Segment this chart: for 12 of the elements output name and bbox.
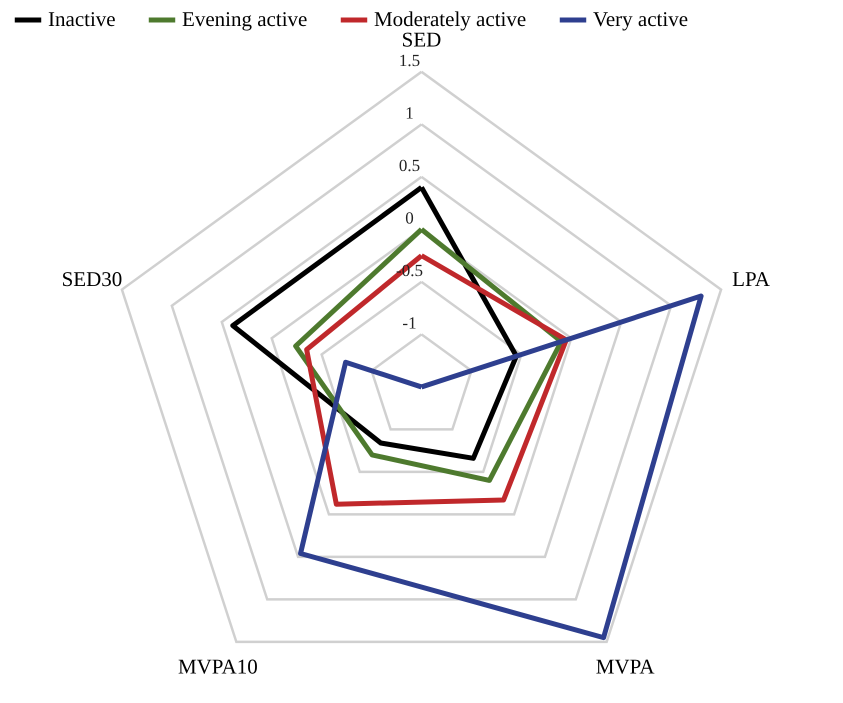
legend-label: Inactive bbox=[48, 7, 116, 31]
spoke-label: SED30 bbox=[62, 266, 122, 291]
y-tick-label: -1 bbox=[402, 313, 417, 332]
y-tick-label: 1.5 bbox=[398, 50, 420, 70]
spoke-label: MVPA10 bbox=[178, 654, 258, 678]
spoke-label: LPA bbox=[732, 266, 771, 291]
legend-label: Very active bbox=[593, 7, 688, 31]
y-tick-label: 1 bbox=[405, 103, 414, 122]
y-tick-label: 0.5 bbox=[398, 156, 420, 175]
spoke-label: MVPA bbox=[596, 654, 656, 678]
y-tick-label: 0 bbox=[405, 208, 414, 228]
legend-label: Evening active bbox=[182, 7, 308, 31]
